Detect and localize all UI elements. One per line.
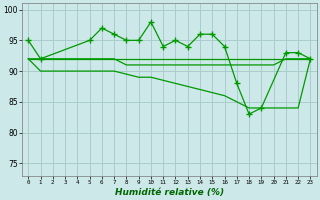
X-axis label: Humidité relative (%): Humidité relative (%) xyxy=(115,188,224,197)
